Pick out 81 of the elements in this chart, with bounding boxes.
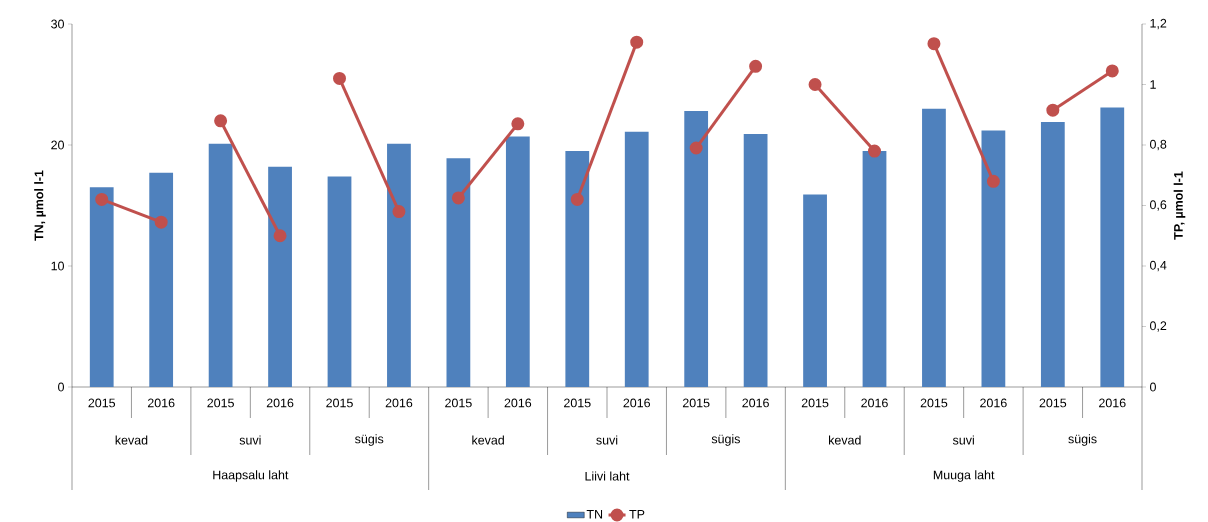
bar [862, 151, 887, 387]
text: suvi [596, 435, 618, 445]
x-tick-label: 2016 [1099, 398, 1126, 408]
point [868, 144, 881, 158]
x-tick-label: 2016 [385, 398, 413, 408]
bar [803, 194, 827, 387]
x-tick-label: 2015 [564, 398, 591, 408]
text: kevad [829, 435, 861, 445]
text: sügis [711, 434, 740, 446]
point [630, 35, 644, 49]
bar [743, 134, 768, 387]
y2-tick-label: 0,2 [1150, 321, 1167, 332]
bar [981, 130, 1006, 387]
point [808, 78, 822, 91]
x-tick-label: 2015 [445, 398, 472, 408]
bar [327, 176, 352, 387]
legend-label: TP [629, 509, 645, 519]
bar [268, 166, 292, 387]
y2-tick-label: 0,6 [1150, 200, 1167, 211]
y2-tick-label: 0 [1150, 382, 1156, 392]
x-tick-label: 2016 [742, 398, 769, 408]
point [451, 191, 465, 205]
y2-axis-title: TP, µmol l-1 [1173, 171, 1186, 240]
x-tick-label: 2015 [920, 398, 948, 408]
bar [505, 136, 530, 387]
bar [684, 111, 709, 387]
text: kevad [472, 435, 504, 445]
text: suvi [952, 435, 974, 445]
point [927, 37, 941, 51]
point [333, 71, 346, 85]
point [214, 114, 228, 128]
text: Liivi laht [585, 471, 630, 481]
x-tick-label: 2016 [861, 398, 888, 408]
x-tick-label: 2015 [682, 398, 710, 408]
point [273, 229, 287, 243]
point [392, 205, 406, 219]
text: Muuga laht [933, 470, 995, 482]
y-tick-label: 10 [51, 261, 64, 271]
bar [624, 131, 649, 387]
bar [89, 187, 114, 387]
bar [1040, 122, 1065, 387]
x-tick-label: 2016 [623, 398, 651, 408]
point [1105, 64, 1119, 78]
y2-tick-label: 1,2 [1150, 18, 1167, 30]
x-tick-label: 2015 [1039, 398, 1067, 408]
x-tick-label: 2015 [326, 398, 353, 408]
bar [208, 143, 233, 387]
point [749, 59, 763, 73]
point [689, 141, 703, 155]
text: sügis [1068, 434, 1097, 446]
y2-tick-label: 0,8 [1150, 139, 1167, 151]
point [95, 192, 109, 206]
x-tick-label: 2015 [88, 398, 116, 408]
y-axis-title: TN, µmol l-1 [34, 170, 46, 241]
bar [1100, 107, 1125, 387]
text: suvi [239, 435, 261, 445]
x-tick-label: 2016 [266, 398, 294, 408]
text: kevad [115, 435, 148, 445]
y2-tick-label: 0,4 [1150, 260, 1167, 272]
x-tick-label: 2015 [801, 398, 829, 408]
point [154, 215, 168, 229]
bar [446, 158, 471, 387]
x-tick-label: 2016 [147, 398, 175, 408]
bar [922, 108, 946, 387]
legend-label: TN [586, 509, 603, 519]
point [570, 192, 584, 206]
point [986, 174, 1000, 188]
y-tick-label: 20 [51, 140, 64, 150]
x-tick-label: 2016 [504, 398, 532, 408]
y-tick-label: 0 [58, 382, 64, 392]
y2-tick-label: 1 [1150, 80, 1156, 89]
text: sügis [355, 434, 384, 446]
text: Haapsalu laht [213, 470, 289, 482]
x-tick-label: 2015 [207, 398, 234, 408]
bar [565, 151, 590, 387]
bar [387, 143, 411, 387]
point [511, 117, 525, 131]
point [1046, 103, 1060, 117]
y-tick-label: 30 [51, 19, 64, 29]
x-tick-label: 2016 [980, 398, 1007, 408]
bar [149, 172, 174, 387]
